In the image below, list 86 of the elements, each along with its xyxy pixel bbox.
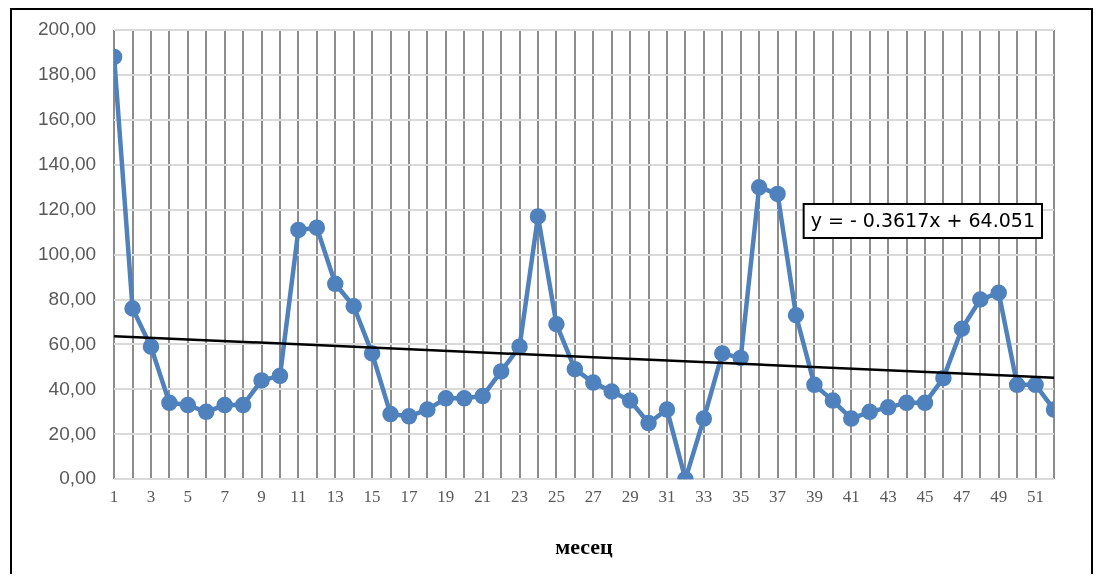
point: [271, 367, 289, 385]
annotation: y = - 0.3617x + 64.051: [810, 208, 1036, 231]
y-tick-label: 100,00: [37, 242, 97, 264]
point: [750, 178, 768, 196]
point: [437, 390, 455, 407]
point: [695, 410, 713, 427]
x-tick-label: 3: [146, 486, 156, 506]
y-tick-label: 0,00: [59, 467, 97, 489]
x-tick-label: 21: [474, 486, 492, 506]
x-tick-label: 23: [511, 486, 529, 506]
point: [253, 372, 270, 389]
x-tick-label: 19: [437, 486, 455, 506]
point: [787, 306, 805, 324]
point: [548, 315, 565, 333]
x-tick-label: 25: [547, 486, 565, 506]
point: [1008, 376, 1026, 394]
x-tick-label: 41: [842, 486, 860, 506]
x-tick-label: 51: [1027, 486, 1045, 506]
point: [308, 219, 326, 236]
x-tick-label: 35: [732, 486, 750, 506]
point: [990, 284, 1007, 302]
x-tick-label: 33: [695, 486, 713, 506]
x-tick-label: 37: [769, 486, 787, 506]
point: [327, 275, 344, 293]
point: [640, 414, 657, 432]
point: [1027, 376, 1044, 394]
point: [179, 396, 197, 414]
x-tick-label: 27: [584, 486, 603, 506]
x-tick-label: 1: [109, 486, 119, 506]
point: [234, 396, 252, 414]
x-tick-label: 49: [990, 486, 1008, 506]
point: [492, 363, 510, 380]
point: [861, 403, 878, 421]
point: [972, 291, 989, 308]
point: [843, 410, 860, 427]
x-tick-label: 17: [400, 486, 418, 506]
x-tick-label: 5: [183, 486, 193, 506]
x-tick-label: 13: [326, 486, 344, 506]
point: [290, 221, 307, 239]
point: [345, 298, 362, 315]
y-tick-label: 20,00: [48, 422, 97, 444]
y-tick-label: 120,00: [37, 197, 97, 219]
point: [621, 392, 639, 409]
point: [658, 401, 676, 418]
point: [953, 320, 971, 337]
x-tick-label: 45: [916, 486, 934, 506]
point: [916, 394, 934, 412]
y-tick-label: 80,00: [48, 287, 97, 309]
y-tick-label: 60,00: [48, 332, 97, 354]
point: [400, 408, 418, 425]
point: [898, 394, 915, 412]
point: [142, 338, 160, 355]
point: [603, 383, 620, 400]
point: [732, 349, 749, 367]
x-tick-label: 31: [658, 486, 676, 506]
y-tick-label: 160,00: [37, 108, 97, 130]
point: [585, 374, 602, 391]
point: [198, 403, 215, 421]
point: [879, 399, 897, 416]
point: [124, 300, 141, 317]
point: [161, 394, 178, 412]
point: [566, 360, 584, 378]
point: [216, 396, 233, 414]
point: [714, 345, 731, 362]
x-tick-label: 11: [290, 486, 307, 506]
point: [456, 390, 473, 407]
x-tick-label: 29: [621, 486, 639, 506]
point: [382, 405, 399, 423]
x-tick-label: 15: [363, 486, 381, 506]
x-tick-label: 43: [879, 486, 897, 506]
x-tick-label: 39: [805, 486, 823, 506]
point: [806, 376, 823, 394]
point: [419, 401, 436, 418]
point: [511, 338, 528, 355]
y-tick-label: 180,00: [37, 63, 97, 85]
y-tick-label: 40,00: [48, 377, 97, 399]
x-axis-title: месец: [555, 534, 614, 560]
x-tick-label: 7: [220, 486, 230, 506]
y-tick-label: 140,00: [37, 152, 97, 174]
x-tick-label: 47: [953, 486, 971, 506]
point: [529, 208, 547, 225]
point: [824, 392, 842, 409]
x-tick-label: 9: [257, 486, 266, 506]
point: [474, 387, 491, 405]
point: [769, 185, 786, 203]
y-tick-label: 200,00: [37, 18, 97, 40]
